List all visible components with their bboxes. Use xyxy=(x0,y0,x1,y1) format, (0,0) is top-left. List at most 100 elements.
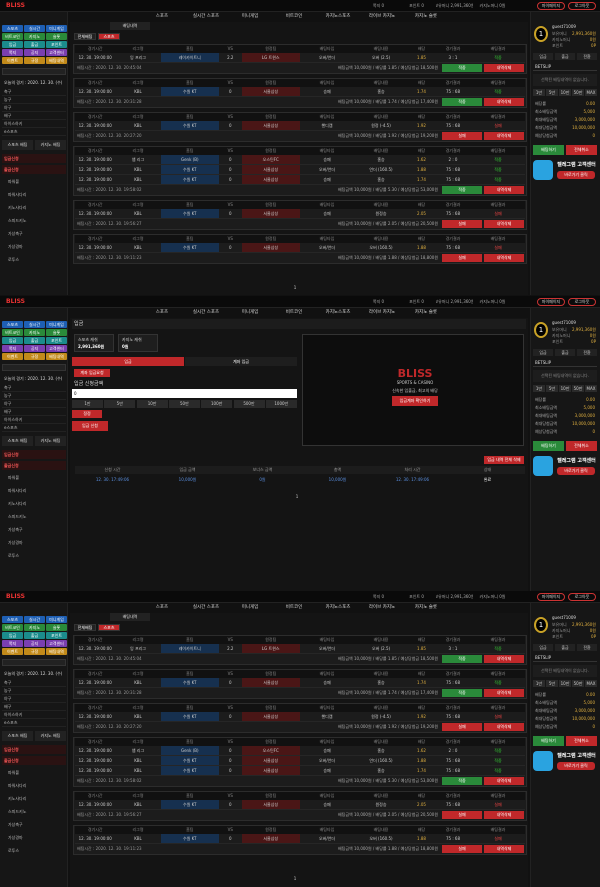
side-button[interactable]: 고객센터 xyxy=(46,640,67,647)
sport-item[interactable]: e스포츠 xyxy=(2,720,66,727)
top-link[interactable]: 포인트 0 xyxy=(409,594,424,599)
deposit-header[interactable]: 입금신청 xyxy=(2,745,66,754)
top-link[interactable]: 포인트 0 xyxy=(409,299,424,304)
logo[interactable]: BLISS xyxy=(6,593,26,600)
side-button[interactable]: 규정 xyxy=(24,648,45,655)
top-link[interactable]: 쪽지 0 xyxy=(372,3,385,8)
nav-item[interactable]: 미니게임 xyxy=(241,14,259,20)
nav-item[interactable]: 카지노 슬롯 xyxy=(414,14,438,20)
side-button[interactable]: 입금 xyxy=(2,632,23,639)
sport-item[interactable]: 야구 xyxy=(2,401,66,408)
account-button[interactable]: 출금 xyxy=(555,644,575,651)
top-link[interactable]: 보유머니 2,991,360원 xyxy=(436,3,473,8)
game-item[interactable]: 로투스 xyxy=(8,553,20,558)
sport-item[interactable]: 아이스하키 xyxy=(2,121,66,128)
side-button[interactable]: 공지 xyxy=(24,345,45,352)
filter-button[interactable]: 스포츠 xyxy=(98,624,120,631)
delete-button[interactable]: 내역삭제 xyxy=(484,845,524,853)
nav-item[interactable]: 실시간 스포츠 xyxy=(192,14,220,20)
sport-item[interactable]: e스포츠 xyxy=(2,129,66,136)
side-button[interactable]: 스포츠 xyxy=(2,321,23,328)
filter-button[interactable]: 스포츠 xyxy=(98,33,120,40)
quick-amount[interactable]: 1만 xyxy=(533,385,545,392)
quick-amount[interactable]: 10만 xyxy=(559,385,571,392)
nav-item[interactable]: 카지노 슬롯 xyxy=(414,310,438,316)
nav-item[interactable]: 라이브 카지노 xyxy=(368,14,396,20)
withdraw-header[interactable]: 출금신청 xyxy=(2,756,66,765)
sport-item[interactable]: 야구 xyxy=(2,105,66,112)
quick-amount[interactable]: 50만 xyxy=(572,680,584,687)
game-item[interactable]: 가상축구 xyxy=(8,231,23,236)
account-button[interactable]: 전환 xyxy=(577,349,597,356)
nav-item[interactable]: 카지노스포츠 xyxy=(325,14,351,20)
side-button[interactable]: 출금 xyxy=(24,632,45,639)
side-button[interactable]: 배팅내역 xyxy=(46,648,67,655)
side-button[interactable]: 입금 xyxy=(2,337,23,344)
telegram-title[interactable]: 텔레그램 고객센터 xyxy=(557,457,596,464)
cancel-button[interactable]: 전체취소 xyxy=(566,145,597,155)
telegram-button[interactable]: 바로가기 클릭 xyxy=(557,171,595,179)
sport-item[interactable]: 축구 xyxy=(2,385,66,392)
quick-amount[interactable]: 1만 xyxy=(533,680,545,687)
game-item[interactable]: 가상축구 xyxy=(8,822,23,827)
request-account-button[interactable]: 계좌 입금요청 xyxy=(74,369,110,377)
side-button[interactable]: 슬롯 xyxy=(46,624,67,631)
nav-item[interactable]: 미니게임 xyxy=(241,605,259,611)
quick-amount[interactable]: MAX xyxy=(585,680,597,687)
bet-button[interactable]: 배팅하기 xyxy=(533,441,564,451)
amount-button[interactable]: 50만 xyxy=(168,400,200,408)
top-link[interactable]: 보유머니 2,991,360원 xyxy=(436,594,473,599)
game-item[interactable]: 스피드키노 xyxy=(8,809,27,814)
amount-button[interactable]: 1만 xyxy=(72,400,103,408)
side-button[interactable]: 이벤트 xyxy=(2,57,23,64)
nav-item[interactable]: 카지노스포츠 xyxy=(325,310,351,316)
side-button[interactable]: 쪽지 xyxy=(2,640,23,647)
amount-button[interactable]: 500만 xyxy=(233,400,265,408)
amount-button[interactable]: 1000만 xyxy=(265,400,297,408)
side-button[interactable]: 포인트 xyxy=(46,41,67,48)
quick-amount[interactable]: MAX xyxy=(585,385,597,392)
logo[interactable]: BLISS xyxy=(6,2,26,9)
promo-box[interactable]: 카지노 배팅 xyxy=(35,140,66,150)
delete-button[interactable]: 내역삭제 xyxy=(484,723,524,731)
delete-button[interactable]: 내역삭제 xyxy=(484,220,524,228)
account-button[interactable]: 전환 xyxy=(577,644,597,651)
deposit-tab[interactable]: 계좌 입금 xyxy=(185,357,297,366)
sport-item[interactable]: 농구 xyxy=(2,688,66,695)
delete-button[interactable]: 내역삭제 xyxy=(484,777,524,785)
game-item[interactable]: 파워사다리 xyxy=(8,192,27,197)
game-item[interactable]: 가상축구 xyxy=(8,527,23,532)
game-item[interactable]: 스피드키노 xyxy=(8,218,27,223)
top-link[interactable]: 쪽지 0 xyxy=(372,594,385,599)
sport-item[interactable]: 아이스하키 xyxy=(2,417,66,424)
mypage-button[interactable]: 마이페이지 xyxy=(537,2,565,10)
side-button[interactable]: 포인트 xyxy=(46,337,67,344)
sport-item[interactable]: 야구 xyxy=(2,696,66,703)
logout-button[interactable]: 로그아웃 xyxy=(568,298,596,306)
sport-item[interactable]: 배구 xyxy=(2,409,66,416)
side-button[interactable]: 배팅내역 xyxy=(46,353,67,360)
sport-item[interactable]: 배구 xyxy=(2,704,66,711)
side-button[interactable]: 포인트 xyxy=(46,632,67,639)
sport-item[interactable]: 배구 xyxy=(2,113,66,120)
side-button[interactable]: 실시간 xyxy=(24,25,45,32)
game-item[interactable]: 파워볼 xyxy=(8,475,20,480)
account-button[interactable]: 입금 xyxy=(533,53,553,60)
quick-amount[interactable]: 5만 xyxy=(546,89,558,96)
sport-item[interactable]: 농구 xyxy=(2,97,66,104)
logout-button[interactable]: 로그아웃 xyxy=(568,593,596,601)
side-button[interactable]: 출금 xyxy=(24,41,45,48)
side-button[interactable]: 고객센터 xyxy=(46,49,67,56)
delete-button[interactable]: 내역삭제 xyxy=(484,254,524,262)
submit-button[interactable]: 입금 신청 xyxy=(72,421,108,431)
quick-amount[interactable]: 50만 xyxy=(572,385,584,392)
account-button[interactable]: 출금 xyxy=(555,53,575,60)
side-button[interactable]: 이벤트 xyxy=(2,353,23,360)
telegram-title[interactable]: 텔레그램 고객센터 xyxy=(557,161,596,168)
pager[interactable]: 1 xyxy=(293,876,297,881)
quick-amount[interactable]: 10만 xyxy=(559,680,571,687)
game-item[interactable]: 파워볼 xyxy=(8,179,20,184)
account-button[interactable]: 입금 xyxy=(533,349,553,356)
top-link[interactable]: 보유머니 2,991,360원 xyxy=(436,299,473,304)
game-item[interactable]: 파워볼 xyxy=(8,770,20,775)
